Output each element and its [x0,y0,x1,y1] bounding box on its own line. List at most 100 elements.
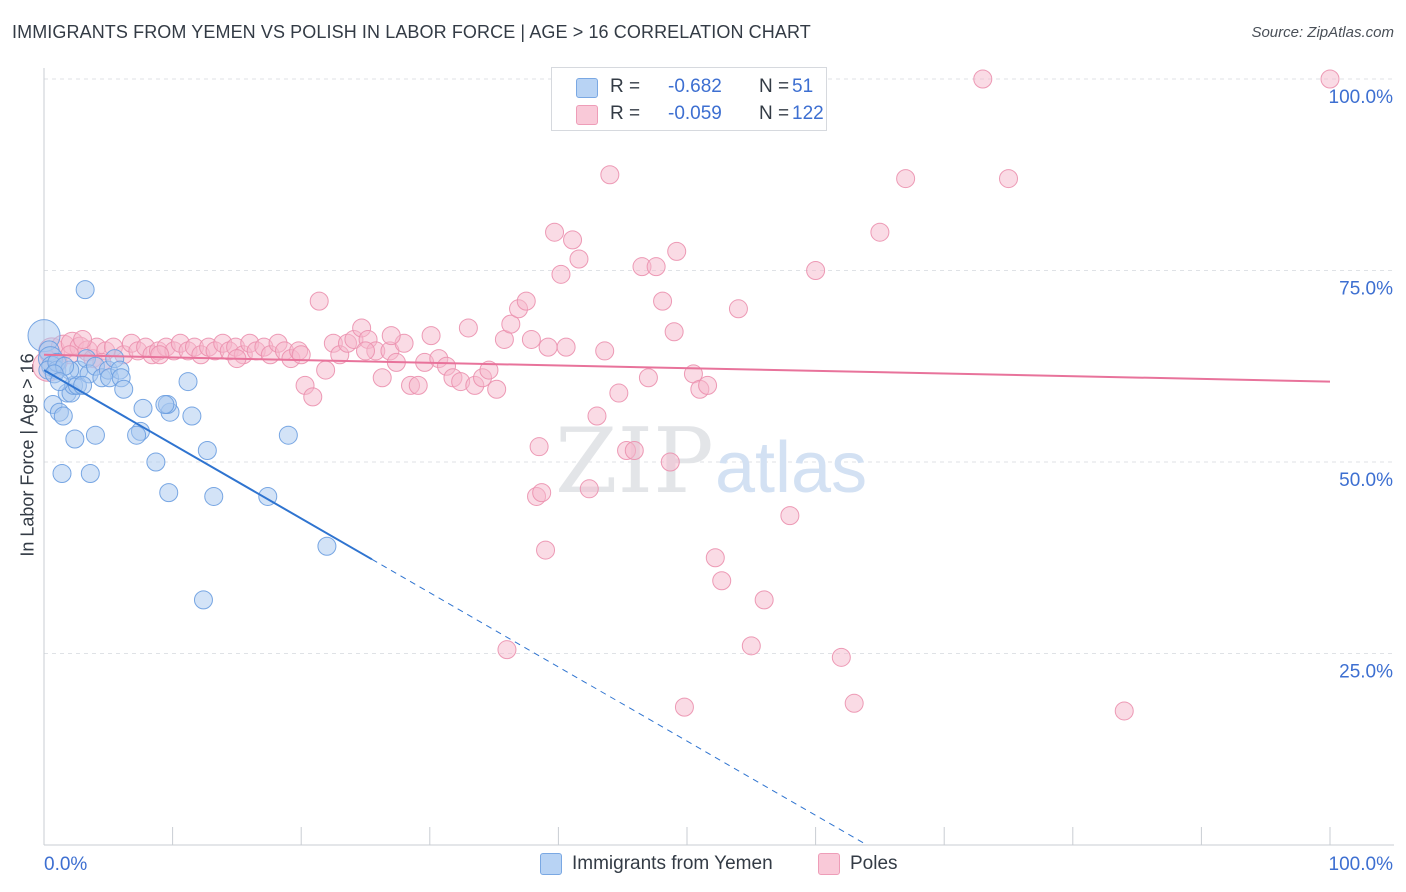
poles-point [806,261,826,280]
poles-point [705,548,725,568]
legend-label-yemen: Immigrants from Yemen [572,853,773,874]
watermark-zip: ZIP [555,409,714,514]
poles-points [32,69,1340,721]
yemen-point [182,406,202,426]
poles-point [754,590,774,610]
poles-point [303,387,323,407]
yemen-point [53,406,73,426]
poles-point [521,329,541,349]
poles-point [421,326,441,346]
grid-lines [44,78,1394,654]
poles-point [664,322,684,342]
yemen-point [159,483,179,503]
yemen-point [52,463,72,483]
poles-point [646,257,666,277]
poles-point [551,264,571,284]
legend-r-label: R = [610,103,641,124]
yemen-point [197,441,217,461]
legend-swatch-poles [576,105,598,125]
poles-point [844,693,864,713]
poles-point [532,483,552,503]
y-tick-label: 50.0% [1339,470,1393,491]
poles-point [316,360,336,380]
yemen-point [193,590,213,610]
yemen-point [204,486,224,506]
poles-point [973,69,993,89]
poles-point [497,640,517,660]
yemen-point [178,372,198,392]
x-tick-label-end: 100.0% [1329,854,1394,875]
poles-point [780,506,800,526]
axes [43,68,1394,846]
poles-point [698,375,718,395]
poles-point [667,241,687,261]
trend-lines [43,353,1331,846]
legend-n-label: N = [759,76,790,97]
poles-point [563,230,583,250]
yemen-point [127,425,147,445]
poles-point [556,337,576,357]
yemen-point [75,280,95,300]
yemen-point [65,429,85,449]
yemen-point [85,425,105,445]
poles-point [356,341,375,361]
yemen-point [133,398,153,418]
poles-point [372,368,392,388]
watermark: ZIP atlas [555,409,867,514]
poles-point [660,452,680,472]
poles-point [870,222,890,242]
yemen-point [114,379,134,399]
poles-point [501,314,521,334]
poles-point [587,406,607,426]
x-tick-label-start: 0.0% [44,854,87,875]
y-tick-label: 25.0% [1339,662,1393,683]
poles-point [1114,701,1134,721]
poles-point [536,540,556,560]
yemen-trend-extension [371,558,868,846]
chart-title: IMMIGRANTS FROM YEMEN VS POLISH IN LABOR… [12,22,811,42]
poles-point [516,291,536,311]
poles-point [728,299,748,319]
poles-point [381,326,401,346]
poles-point [545,222,565,242]
poles-point [579,479,599,499]
poles-point [609,383,629,403]
correlation-legend: R = -0.682 N = 51 R = -0.059 N = 122 [551,67,827,131]
poles-point [150,345,170,365]
poles-point [309,291,329,311]
legend-r-label: R = [610,76,641,97]
legend-n-value: 51 [792,76,814,97]
yemen-point [155,395,175,415]
poles-point [1320,69,1340,89]
y-tick-label: 100.0% [1329,87,1394,108]
legend-r-value: -0.682 [668,76,722,97]
poles-point [600,165,620,185]
poles-point [896,169,916,189]
tick-labels: 25.0% 50.0% 75.0% 100.0% 0.0% 100.0% [44,87,1393,875]
poles-point [487,379,507,399]
series-legend: Immigrants from Yemen Poles [0,852,1406,878]
yemen-point [146,452,166,472]
watermark-atlas: atlas [715,428,867,508]
poles-point [741,636,761,656]
poles-point [479,360,499,380]
poles-point [569,249,589,269]
yemen-point [317,536,337,556]
poles-trend-line [43,353,1331,383]
legend-label-poles: Poles [850,853,898,874]
yemen-point [278,425,298,445]
poles-point [458,318,478,338]
poles-point [712,571,732,591]
yemen-trend-line [43,369,373,561]
y-tick-label: 75.0% [1339,279,1393,300]
poles-point [408,375,428,395]
poles-point [653,291,673,311]
legend-n-value: 122 [792,103,824,124]
poles-point [638,368,658,388]
legend-r-value: -0.059 [668,103,722,124]
legend-n-label: N = [759,103,790,124]
poles-point [999,169,1018,189]
yemen-points [27,280,337,610]
poles-point [624,441,644,461]
